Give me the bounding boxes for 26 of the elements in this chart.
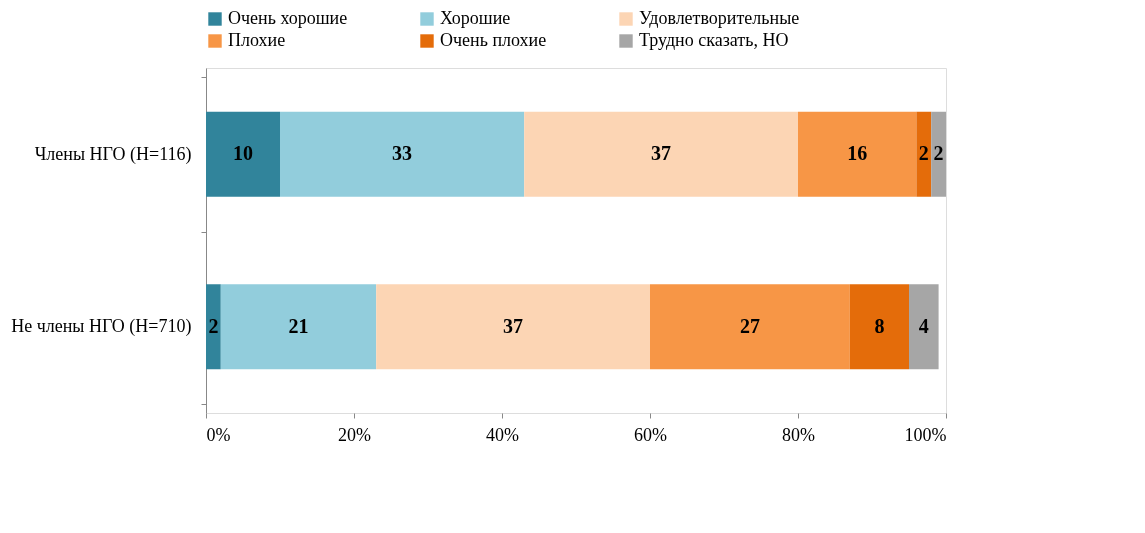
legend-label: Удовлетворительные bbox=[639, 8, 800, 28]
data-label: 33 bbox=[392, 142, 413, 165]
legend-label: Хорошие bbox=[440, 8, 511, 28]
legend-label: Трудно сказать, НО bbox=[639, 30, 789, 50]
data-label: 21 bbox=[288, 314, 309, 337]
x-tick-label: 100% bbox=[904, 424, 947, 445]
data-label: 37 bbox=[651, 142, 672, 165]
data-label: 2 bbox=[918, 142, 929, 165]
x-tick-label: 20% bbox=[338, 424, 371, 445]
data-label: 27 bbox=[739, 314, 760, 337]
data-label: 10 bbox=[233, 142, 253, 165]
data-label: 4 bbox=[918, 314, 929, 337]
x-tick-label: 80% bbox=[782, 424, 815, 445]
x-tick-label: 0% bbox=[206, 424, 231, 445]
x-tick-label: 40% bbox=[486, 424, 519, 445]
legend-label: Очень хорошие bbox=[228, 8, 348, 28]
data-label: 2 bbox=[208, 314, 219, 337]
legend-label: Плохие bbox=[228, 30, 286, 50]
data-label: 37 bbox=[503, 314, 524, 337]
data-label: 8 bbox=[874, 314, 885, 337]
y-tick-label: Члены НГО (Н=116) bbox=[34, 143, 192, 165]
data-label: 2 bbox=[933, 142, 944, 165]
legend-label: Очень плохие bbox=[440, 30, 547, 50]
y-tick-label: Не члены НГО (Н=710) bbox=[11, 316, 192, 338]
x-tick-label: 60% bbox=[634, 424, 667, 445]
data-label: 16 bbox=[847, 142, 868, 165]
